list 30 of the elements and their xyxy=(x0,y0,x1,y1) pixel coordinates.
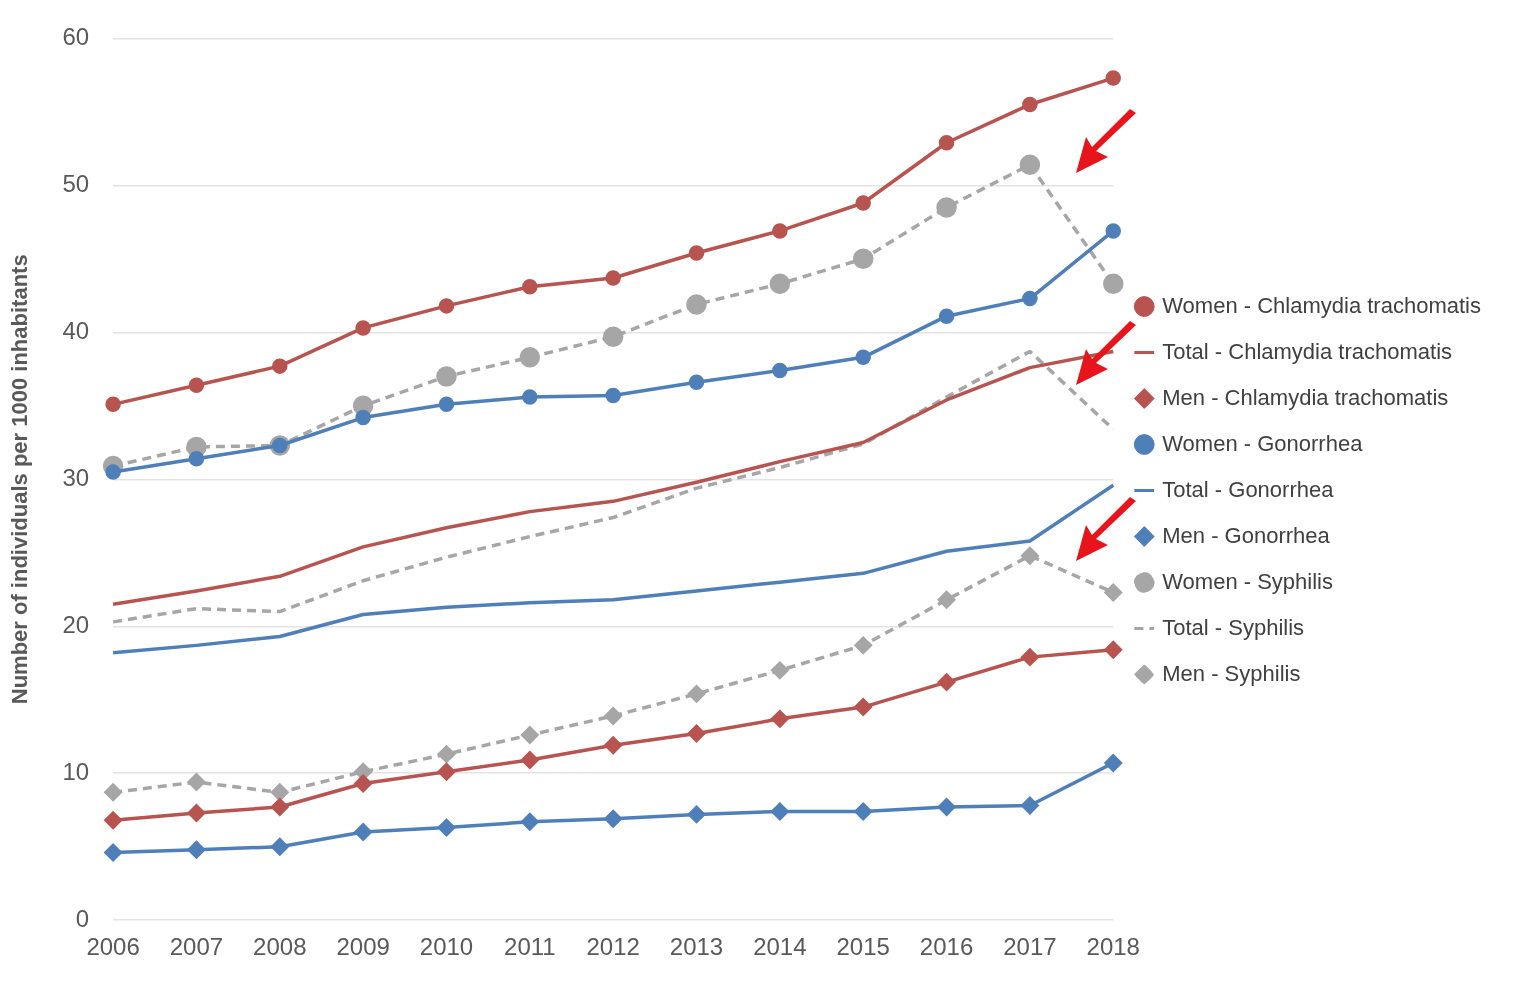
x-tick-label: 2013 xyxy=(669,933,724,961)
legend-label: Women - Gonorrhea xyxy=(1162,430,1364,456)
x-tick-label: 2006 xyxy=(86,933,140,961)
y-tick-label: 0 xyxy=(75,904,90,932)
legend-label: Total - Syphilis xyxy=(1162,614,1305,640)
y-axis-title: Number of individuals per 1000 inhabitants xyxy=(7,254,33,705)
legend-label: Men - Chlamydia trachomatis xyxy=(1162,384,1449,410)
x-tick-label: 2015 xyxy=(836,933,890,961)
y-tick-label: 30 xyxy=(62,463,90,491)
x-tick-label: 2012 xyxy=(586,933,640,961)
x-tick-label: 2017 xyxy=(1003,933,1057,961)
legend-label: Men - Syphilis xyxy=(1162,660,1301,686)
y-tick-label: 20 xyxy=(62,610,90,638)
legend-label: Women - Chlamydia trachomatis xyxy=(1162,292,1481,318)
legend-label: Total - Gonorrhea xyxy=(1162,476,1335,502)
legend-label: Men - Gonorrhea xyxy=(1162,522,1331,548)
x-tick-label: 2011 xyxy=(504,933,556,961)
x-tick-label: 2008 xyxy=(253,933,307,961)
x-tick-label: 2010 xyxy=(419,933,474,961)
legend-label: Women - Syphilis xyxy=(1162,568,1334,594)
y-tick-label: 50 xyxy=(62,169,90,197)
x-tick-label: 2009 xyxy=(336,933,390,961)
y-tick-label: 60 xyxy=(62,23,90,51)
x-tick-label: 2007 xyxy=(169,933,224,961)
y-tick-label: 10 xyxy=(62,757,90,785)
x-tick-label: 2014 xyxy=(753,933,807,961)
y-tick-label: 40 xyxy=(62,316,90,344)
x-tick-label: 2018 xyxy=(1086,933,1140,961)
x-tick-label: 2016 xyxy=(919,933,974,961)
legend-label: Total - Chlamydia trachomatis xyxy=(1162,338,1453,364)
